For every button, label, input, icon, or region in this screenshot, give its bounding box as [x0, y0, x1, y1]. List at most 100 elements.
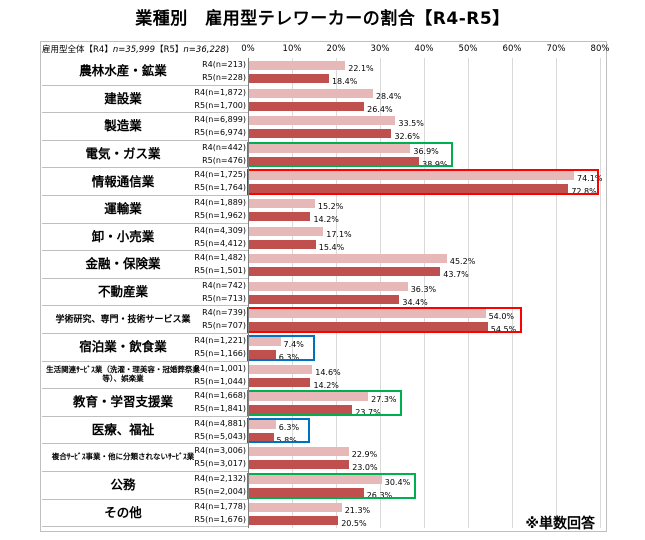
r5-sample-label: R5(n=1,764) [194, 183, 246, 193]
r5-bar [248, 377, 311, 387]
r4-bar [248, 254, 447, 264]
r4-sample-label: R4(n=1,725) [194, 170, 246, 180]
green-highlight-box [247, 473, 416, 499]
r5-sample-label: R5(n=1,700) [194, 100, 246, 110]
r5-bar [248, 322, 488, 332]
gridline [556, 58, 557, 528]
overall-label: 雇用型全体【R4】 [42, 45, 113, 55]
industry-row: 生活関連ｻｰﾋﾞｽ業（洗濯・理美容・冠婚葬祭業等）、娯楽業 R4(n=1,001)… [42, 362, 248, 390]
chart-grid [248, 58, 601, 528]
r5-sample-label: R5(n=1,044) [194, 376, 246, 386]
industry-row: 運輸業 R4(n=1,889) R5(n=1,962) [42, 196, 248, 224]
r4-sample-label: R4(n=1,001) [194, 363, 246, 373]
r4-bar [248, 143, 411, 153]
red-highlight-box [247, 307, 522, 333]
r4-value-label: 17.1% [326, 229, 352, 239]
r4-value-label: 45.2% [449, 257, 476, 267]
industry-row: 情報通信業 R4(n=1,725) R5(n=1,764) [42, 168, 248, 196]
r4-sample-label: R4(n=1,872) [194, 87, 246, 97]
r5-value-label: 18.4% [331, 77, 358, 86]
r5-sample-label: R5(n=1,962) [194, 211, 246, 220]
r5-value-label: 20.5% [341, 518, 367, 528]
r4-value-label: 22.1% [348, 64, 374, 73]
r5-bar [248, 74, 329, 83]
x-tick-label: 50% [458, 44, 478, 54]
r4-value-label: 33.5% [398, 119, 424, 129]
blue-highlight-box [247, 335, 315, 361]
r5-bar [248, 432, 274, 442]
industry-name: 生活関連ｻｰﾋﾞｽ業（洗濯・理美容・冠婚葬祭業等）、娯楽業 [46, 365, 200, 383]
industry-row: 学術研究、専門・技術サービス業 R4(n=739) R5(n=707) [42, 306, 248, 334]
r5-bar [248, 129, 392, 139]
industry-name: 学術研究、専門・技術サービス業 [55, 314, 191, 325]
r4-sample-label: R4(n=4,309) [194, 225, 246, 235]
r4-sample-label: R4(n=3,006) [194, 446, 246, 456]
r4-bar [248, 199, 315, 208]
r5-value-label: 15.4% [318, 242, 345, 252]
x-tick-label: 0% [241, 44, 255, 54]
r4-bar [248, 309, 486, 319]
industry-row: 電気・ガス業 R4(n=442) R5(n=476) [42, 141, 248, 169]
r4-value-label: 74.1% [577, 174, 603, 184]
r5-value-label: 23.0% [352, 463, 378, 473]
industry-name: 製造業 [104, 118, 142, 134]
r5-bar [248, 294, 400, 304]
gridline [600, 58, 601, 528]
r5-bar [248, 405, 353, 415]
overall-sample-size: 雇用型全体【R4】n=35,999【R5】n=36,228) [42, 43, 229, 55]
industry-row: 医療、福祉 R4(n=4,881) R5(n=5,043) [42, 417, 248, 445]
industry-name: 建設業 [104, 90, 142, 106]
gridline [468, 58, 469, 528]
r4-bar [248, 61, 346, 70]
r4-value-label: 15.2% [317, 202, 344, 211]
industry-name: 運輸業 [104, 201, 142, 217]
r5-bar [248, 212, 311, 221]
x-tick-label: 20% [326, 44, 346, 54]
chart-title: 業種別 雇用型テレワーカーの割合【R4-R5】 [135, 9, 510, 29]
red-highlight-box [247, 169, 599, 195]
overall-mid: 【R5】 [155, 45, 184, 55]
x-tick-label: 60% [502, 44, 522, 54]
r5-sample-label: R5(n=228) [202, 73, 246, 82]
gridline [336, 58, 337, 528]
industry-name: 不動産業 [97, 283, 148, 299]
gridline [512, 58, 513, 528]
industry-row: 卸・小売業 R4(n=4,309) R5(n=4,412) [42, 224, 248, 252]
r4-bar [248, 281, 408, 291]
industry-name: 公務 [110, 477, 136, 493]
r4-value-label: 22.9% [351, 450, 378, 460]
industry-row: 農林水産・鉱業 R4(n=213) R5(n=228) [42, 58, 248, 86]
r4-sample-label: R4(n=6,899) [194, 115, 246, 125]
r4-bar [248, 447, 349, 457]
industry-name: その他 [104, 504, 142, 520]
r5-value-label: 5.8% [276, 435, 297, 445]
r5-sample-label: R5(n=2,004) [194, 487, 246, 496]
r5-value-label: 14.2% [313, 380, 339, 390]
r4-sample-label: R4(n=739) [202, 308, 246, 318]
r4-sample-label: R4(n=2,132) [194, 474, 246, 483]
green-highlight-box [247, 390, 403, 416]
r4-value-label: 14.6% [315, 367, 341, 377]
r4-bar [248, 475, 382, 484]
r5-sample-label: R5(n=6,974) [194, 128, 246, 138]
r5-value-label: 72.8% [571, 187, 597, 197]
r5-sample-label: R5(n=713) [202, 293, 246, 303]
industry-name: 卸・小売業 [91, 228, 155, 244]
r4-sample-label: R4(n=1,482) [194, 253, 246, 263]
industry-name: 教育・学習支援業 [72, 394, 173, 410]
industry-name: 医療、福祉 [91, 421, 155, 437]
r4-bar [248, 419, 276, 429]
r5-value-label: 32.6% [394, 132, 420, 142]
r4-sample-label: R4(n=1,778) [194, 501, 246, 511]
r5-sample-label: R5(n=1,841) [194, 404, 246, 414]
r5-bar [248, 460, 350, 470]
y-axis-line [248, 58, 249, 528]
industry-row: 不動産業 R4(n=742) R5(n=713) [42, 279, 248, 307]
r5-sample-label: R5(n=476) [202, 155, 246, 165]
industry-row: 教育・学習支援業 R4(n=1,668) R5(n=1,841) [42, 389, 248, 417]
industry-row: その他 R4(n=1,778) R5(n=1,676) [42, 500, 248, 528]
r5-sample-label: R5(n=1,501) [194, 266, 246, 276]
gridline [424, 58, 425, 528]
green-highlight-box [247, 141, 454, 168]
x-tick-label: 80% [590, 44, 610, 54]
